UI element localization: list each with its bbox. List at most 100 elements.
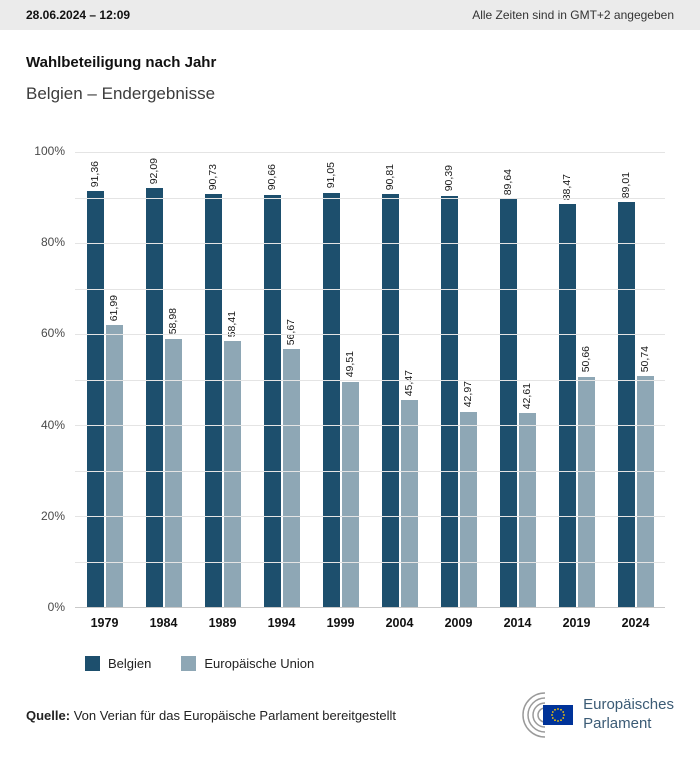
bar-wrap-europ-ische-union-2014: 42,61 — [518, 152, 536, 607]
value-label-europ-ische-union-1994: 56,67 — [285, 318, 297, 346]
gridline-10 — [75, 561, 665, 563]
legend-label-belgien: Belgien — [108, 656, 152, 671]
title-block: Wahlbeteiligung nach Jahr Belgien – Ende… — [0, 54, 700, 104]
bar-europ-ische-union-2024[interactable] — [636, 376, 654, 607]
bar-belgien-1999[interactable] — [322, 192, 340, 607]
bar-europ-ische-union-2004[interactable] — [400, 400, 418, 607]
bar-wrap-belgien-2004: 90,81 — [381, 152, 399, 607]
bar-belgien-1994[interactable] — [263, 194, 281, 607]
hemicycle-eu-flag-icon — [522, 692, 574, 738]
bar-group-1994: 90,66 56,67 — [252, 152, 311, 607]
bar-wrap-europ-ische-union-1979: 61,99 — [105, 152, 123, 607]
legend-swatch-europ-ische-union — [181, 656, 197, 671]
x-axis-label-1994: 1994 — [267, 616, 296, 630]
turnout-bar-chart: 91,36 61,99 92,09 58,98 90,73 58,41 90,66 56,67… — [0, 144, 700, 671]
bar-europ-ische-union-1979[interactable] — [105, 324, 123, 607]
y-axis-label-60: 60% — [40, 326, 65, 341]
legend-item-belgien[interactable]: Belgien — [85, 656, 151, 671]
value-label-europ-ische-union-2024: 50,74 — [639, 345, 651, 373]
x-axis-label-2014: 2014 — [503, 616, 532, 630]
bar-wrap-europ-ische-union-2024: 50,74 — [636, 152, 654, 607]
bar-wrap-belgien-1979: 91,36 — [86, 152, 104, 607]
bar-belgien-1979[interactable] — [86, 191, 104, 607]
bar-wrap-europ-ische-union-1984: 58,98 — [164, 152, 182, 607]
gridline-50 — [75, 379, 665, 381]
bar-wrap-europ-ische-union-1999: 49,51 — [341, 152, 359, 607]
value-label-belgien-1984: 92,09 — [148, 157, 160, 184]
bar-wrap-belgien-1994: 90,66 — [263, 152, 281, 607]
value-label-europ-ische-union-2004: 45,47 — [403, 369, 415, 397]
source-text: Von Verian für das Europäische Parlament… — [73, 707, 397, 723]
value-label-belgien-1989: 90,73 — [207, 163, 219, 191]
value-label-europ-ische-union-2019: 50,66 — [580, 346, 592, 373]
bar-wrap-europ-ische-union-2009: 42,97 — [459, 152, 477, 607]
bar-group-1989: 90,73 58,41 — [193, 152, 252, 607]
x-axis-label-2004: 2004 — [385, 616, 414, 630]
x-axis: 1979 1984 1989 1994 1999 2004 2009 2014 2019 2024 — [75, 608, 665, 630]
bar-group-2014: 89,64 42,61 — [488, 152, 547, 607]
x-axis-label-2019: 2019 — [562, 616, 591, 630]
bar-wrap-belgien-2024: 89,01 — [617, 152, 635, 607]
value-label-belgien-1999: 91,05 — [325, 162, 337, 189]
bar-wrap-belgien-1999: 91,05 — [322, 152, 340, 607]
bar-group-2019: 88,47 50,66 — [547, 152, 606, 607]
bar-wrap-belgien-2019: 88,47 — [558, 152, 576, 607]
bar-belgien-2014[interactable] — [499, 199, 517, 607]
bar-group-2009: 90,39 42,97 — [429, 152, 488, 607]
plot-area: 91,36 61,99 92,09 58,98 90,73 58,41 90,66 56,67… — [34, 144, 665, 614]
value-label-europ-ische-union-1984: 58,98 — [167, 308, 179, 335]
y-axis-label-100: 100% — [34, 144, 65, 158]
bar-wrap-belgien-1984: 92,09 — [145, 152, 163, 607]
value-label-belgien-2009: 90,39 — [443, 165, 455, 192]
bar-belgien-2024[interactable] — [617, 202, 635, 607]
bar-europ-ische-union-1984[interactable] — [164, 338, 182, 607]
bar-europ-ische-union-2009[interactable] — [459, 411, 477, 607]
value-label-belgien-1979: 91,36 — [89, 161, 101, 188]
bar-europ-ische-union-1999[interactable] — [341, 381, 359, 607]
y-axis-label-80: 80% — [40, 235, 65, 250]
footer: Quelle: Von Verian für das Europäische P… — [0, 691, 700, 739]
source-label: Quelle: — [26, 707, 71, 723]
bar-europ-ische-union-1989[interactable] — [223, 341, 241, 607]
bar-group-1999: 91,05 49,51 — [311, 152, 370, 607]
value-label-europ-ische-union-2009: 42,97 — [462, 381, 474, 408]
chart-legend: Belgien Europäische Union — [85, 656, 665, 671]
gridline-90 — [75, 197, 665, 199]
bar-belgien-2019[interactable] — [558, 204, 576, 607]
bar-europ-ische-union-1994[interactable] — [282, 349, 300, 607]
bar-europ-ische-union-2014[interactable] — [518, 413, 536, 607]
y-axis-label-0: 0% — [47, 600, 65, 614]
bar-wrap-europ-ische-union-1989: 58,41 — [223, 152, 241, 607]
logo-line-2: Parlament — [583, 715, 652, 732]
bar-belgien-1984[interactable] — [145, 188, 163, 607]
page-title: Wahlbeteiligung nach Jahr — [26, 54, 217, 71]
y-axis-label-40: 40% — [40, 417, 65, 432]
page-subtitle: Belgien – Endergebnisse — [26, 84, 216, 103]
value-label-europ-ische-union-1999: 49,51 — [344, 351, 356, 378]
bar-wrap-belgien-1989: 90,73 — [204, 152, 222, 607]
legend-swatch-belgien — [85, 656, 100, 671]
x-axis-label-2009: 2009 — [444, 616, 473, 630]
bar-group-2004: 90,81 45,47 — [370, 152, 429, 607]
bar-wrap-europ-ische-union-2004: 45,47 — [400, 152, 418, 607]
x-axis-label-1989: 1989 — [208, 616, 237, 630]
bar-wrap-europ-ische-union-1994: 56,67 — [282, 152, 300, 607]
value-label-belgien-2014: 89,64 — [502, 168, 514, 196]
bar-groups: 91,36 61,99 92,09 58,98 90,73 58,41 90,66 56,67… — [75, 152, 665, 607]
bar-belgien-2009[interactable] — [440, 195, 458, 607]
bar-belgien-2004[interactable] — [381, 193, 399, 607]
legend-item-europ-ische-union[interactable]: Europäische Union — [181, 656, 314, 671]
bar-europ-ische-union-2019[interactable] — [577, 376, 595, 607]
gridline-60 — [75, 334, 665, 335]
bar-group-1979: 91,36 61,99 — [75, 152, 134, 607]
bar-wrap-belgien-2014: 89,64 — [499, 152, 517, 607]
logo-wordmark: Europäisches Parlament — [583, 696, 674, 734]
x-axis-label-1984: 1984 — [149, 616, 178, 630]
x-axis-label-2024: 2024 — [621, 616, 650, 630]
source-note: Quelle: Von Verian für das Europäische P… — [26, 708, 396, 723]
bar-wrap-belgien-2009: 90,39 — [440, 152, 458, 607]
bar-belgien-1989[interactable] — [204, 194, 222, 607]
y-axis-label-20: 20% — [40, 508, 65, 523]
european-parliament-logo: Europäisches Parlament — [509, 691, 674, 739]
gridline-100 — [75, 152, 665, 153]
